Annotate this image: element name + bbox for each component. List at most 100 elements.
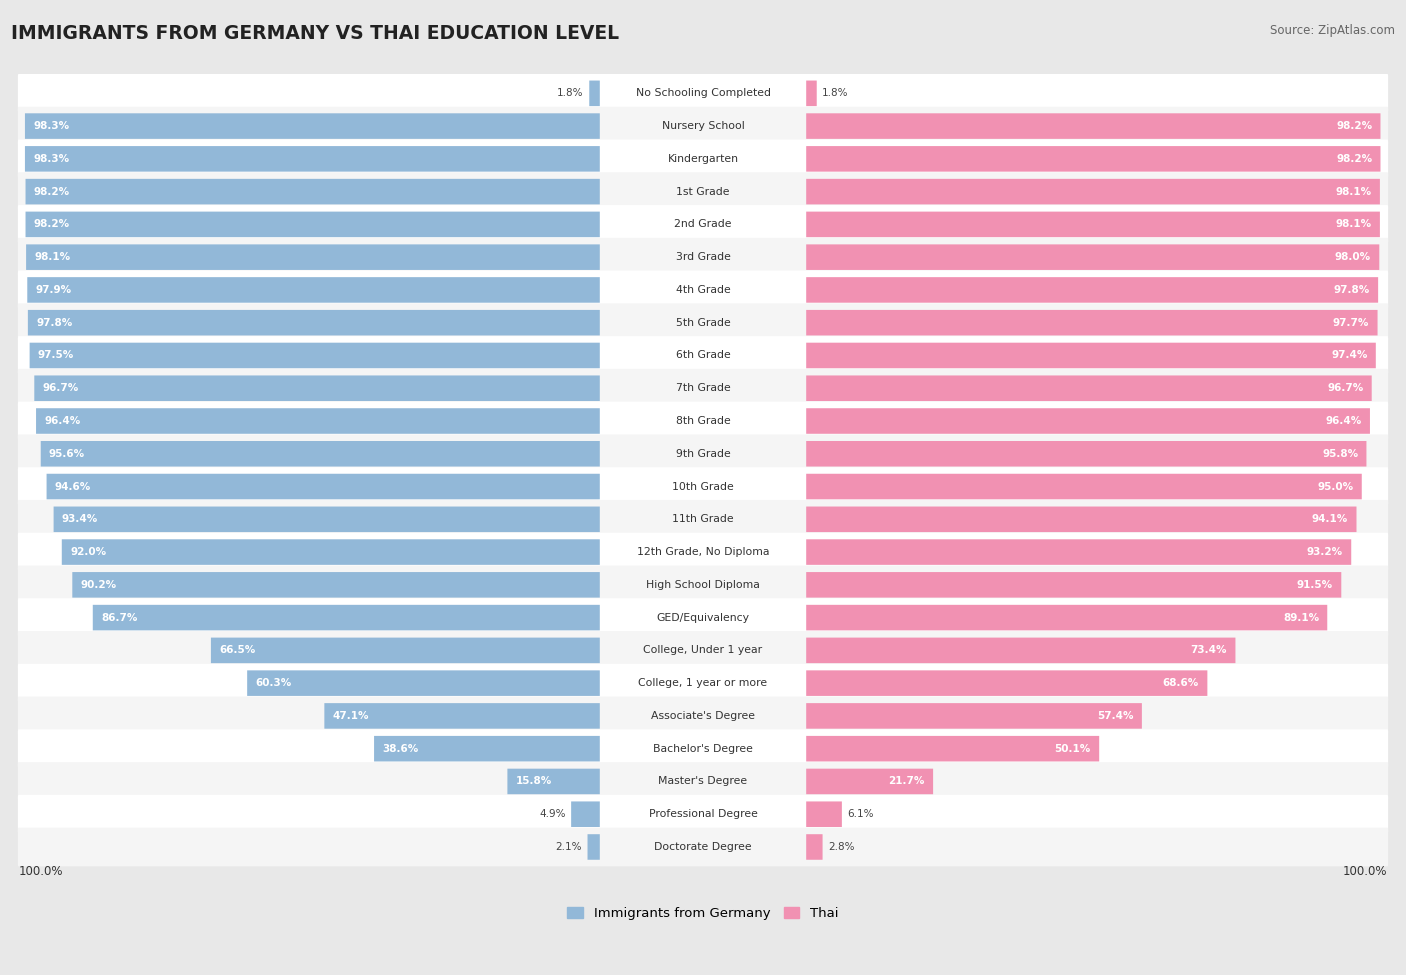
Text: Professional Degree: Professional Degree bbox=[648, 809, 758, 819]
Text: Source: ZipAtlas.com: Source: ZipAtlas.com bbox=[1270, 24, 1395, 37]
Text: 1.8%: 1.8% bbox=[823, 89, 849, 98]
Text: 89.1%: 89.1% bbox=[1282, 612, 1319, 623]
Text: 98.2%: 98.2% bbox=[1336, 121, 1372, 131]
Text: 100.0%: 100.0% bbox=[18, 865, 63, 878]
FancyBboxPatch shape bbox=[18, 173, 1388, 211]
FancyBboxPatch shape bbox=[18, 762, 1388, 800]
FancyBboxPatch shape bbox=[806, 409, 1369, 434]
Text: College, 1 year or more: College, 1 year or more bbox=[638, 679, 768, 688]
Text: 57.4%: 57.4% bbox=[1097, 711, 1133, 721]
Text: 97.8%: 97.8% bbox=[37, 318, 72, 328]
Text: 95.8%: 95.8% bbox=[1322, 448, 1358, 459]
Text: 21.7%: 21.7% bbox=[889, 776, 925, 787]
FancyBboxPatch shape bbox=[93, 604, 600, 631]
FancyBboxPatch shape bbox=[508, 768, 600, 795]
FancyBboxPatch shape bbox=[25, 146, 600, 172]
Text: 7th Grade: 7th Grade bbox=[676, 383, 730, 393]
FancyBboxPatch shape bbox=[806, 375, 1372, 401]
FancyBboxPatch shape bbox=[18, 303, 1388, 342]
Text: 2.8%: 2.8% bbox=[828, 842, 855, 852]
FancyBboxPatch shape bbox=[325, 703, 600, 728]
FancyBboxPatch shape bbox=[27, 277, 600, 302]
FancyBboxPatch shape bbox=[18, 402, 1388, 441]
Text: 91.5%: 91.5% bbox=[1296, 580, 1333, 590]
FancyBboxPatch shape bbox=[46, 474, 600, 499]
Text: 98.1%: 98.1% bbox=[1336, 186, 1372, 197]
FancyBboxPatch shape bbox=[588, 835, 600, 860]
FancyBboxPatch shape bbox=[806, 572, 1341, 598]
FancyBboxPatch shape bbox=[18, 532, 1388, 571]
Text: 1st Grade: 1st Grade bbox=[676, 186, 730, 197]
Text: 38.6%: 38.6% bbox=[382, 744, 419, 754]
FancyBboxPatch shape bbox=[806, 638, 1236, 663]
FancyBboxPatch shape bbox=[806, 671, 1208, 696]
FancyBboxPatch shape bbox=[806, 245, 1379, 270]
FancyBboxPatch shape bbox=[18, 139, 1388, 178]
Text: 96.7%: 96.7% bbox=[42, 383, 79, 393]
Text: 98.2%: 98.2% bbox=[1336, 154, 1372, 164]
Text: 47.1%: 47.1% bbox=[333, 711, 370, 721]
FancyBboxPatch shape bbox=[806, 604, 1327, 631]
FancyBboxPatch shape bbox=[18, 566, 1388, 604]
Text: 4.9%: 4.9% bbox=[538, 809, 565, 819]
Text: 98.2%: 98.2% bbox=[34, 186, 70, 197]
FancyBboxPatch shape bbox=[25, 212, 600, 237]
Text: 73.4%: 73.4% bbox=[1191, 645, 1227, 655]
Text: 15.8%: 15.8% bbox=[516, 776, 553, 787]
FancyBboxPatch shape bbox=[18, 467, 1388, 506]
FancyBboxPatch shape bbox=[806, 507, 1357, 532]
FancyBboxPatch shape bbox=[589, 81, 600, 106]
Text: 98.3%: 98.3% bbox=[34, 121, 69, 131]
Text: Nursery School: Nursery School bbox=[662, 121, 744, 131]
Text: 93.4%: 93.4% bbox=[62, 514, 98, 525]
FancyBboxPatch shape bbox=[18, 828, 1388, 867]
Text: 98.0%: 98.0% bbox=[1334, 253, 1371, 262]
Text: 96.4%: 96.4% bbox=[45, 416, 80, 426]
FancyBboxPatch shape bbox=[806, 342, 1376, 369]
Text: 8th Grade: 8th Grade bbox=[676, 416, 730, 426]
FancyBboxPatch shape bbox=[62, 539, 600, 565]
FancyBboxPatch shape bbox=[806, 539, 1351, 565]
FancyBboxPatch shape bbox=[806, 113, 1381, 138]
FancyBboxPatch shape bbox=[806, 212, 1379, 237]
FancyBboxPatch shape bbox=[806, 277, 1378, 302]
Text: No Schooling Completed: No Schooling Completed bbox=[636, 89, 770, 98]
FancyBboxPatch shape bbox=[806, 801, 842, 827]
FancyBboxPatch shape bbox=[247, 671, 600, 696]
Text: 97.9%: 97.9% bbox=[35, 285, 72, 294]
FancyBboxPatch shape bbox=[18, 106, 1388, 145]
Text: College, Under 1 year: College, Under 1 year bbox=[644, 645, 762, 655]
FancyBboxPatch shape bbox=[18, 664, 1388, 702]
Text: Doctorate Degree: Doctorate Degree bbox=[654, 842, 752, 852]
Text: IMMIGRANTS FROM GERMANY VS THAI EDUCATION LEVEL: IMMIGRANTS FROM GERMANY VS THAI EDUCATIO… bbox=[11, 24, 620, 43]
Text: Associate's Degree: Associate's Degree bbox=[651, 711, 755, 721]
FancyBboxPatch shape bbox=[18, 795, 1388, 834]
Text: 11th Grade: 11th Grade bbox=[672, 514, 734, 525]
FancyBboxPatch shape bbox=[18, 369, 1388, 408]
FancyBboxPatch shape bbox=[18, 74, 1388, 113]
Text: High School Diploma: High School Diploma bbox=[647, 580, 759, 590]
Text: 97.5%: 97.5% bbox=[38, 350, 75, 361]
FancyBboxPatch shape bbox=[18, 500, 1388, 538]
Text: 95.6%: 95.6% bbox=[49, 448, 86, 459]
Text: 98.3%: 98.3% bbox=[34, 154, 69, 164]
FancyBboxPatch shape bbox=[18, 599, 1388, 637]
Text: 6.1%: 6.1% bbox=[848, 809, 875, 819]
FancyBboxPatch shape bbox=[18, 271, 1388, 309]
FancyBboxPatch shape bbox=[18, 631, 1388, 670]
FancyBboxPatch shape bbox=[18, 435, 1388, 473]
Text: GED/Equivalency: GED/Equivalency bbox=[657, 612, 749, 623]
FancyBboxPatch shape bbox=[30, 342, 600, 369]
Text: 97.8%: 97.8% bbox=[1334, 285, 1369, 294]
FancyBboxPatch shape bbox=[806, 835, 823, 860]
FancyBboxPatch shape bbox=[72, 572, 600, 598]
Text: Bachelor's Degree: Bachelor's Degree bbox=[652, 744, 754, 754]
Text: 68.6%: 68.6% bbox=[1163, 679, 1199, 688]
FancyBboxPatch shape bbox=[806, 146, 1381, 172]
Text: 50.1%: 50.1% bbox=[1054, 744, 1091, 754]
FancyBboxPatch shape bbox=[806, 441, 1367, 467]
Text: 94.1%: 94.1% bbox=[1312, 514, 1348, 525]
Text: 12th Grade, No Diploma: 12th Grade, No Diploma bbox=[637, 547, 769, 557]
FancyBboxPatch shape bbox=[806, 703, 1142, 728]
Text: 97.7%: 97.7% bbox=[1333, 318, 1369, 328]
